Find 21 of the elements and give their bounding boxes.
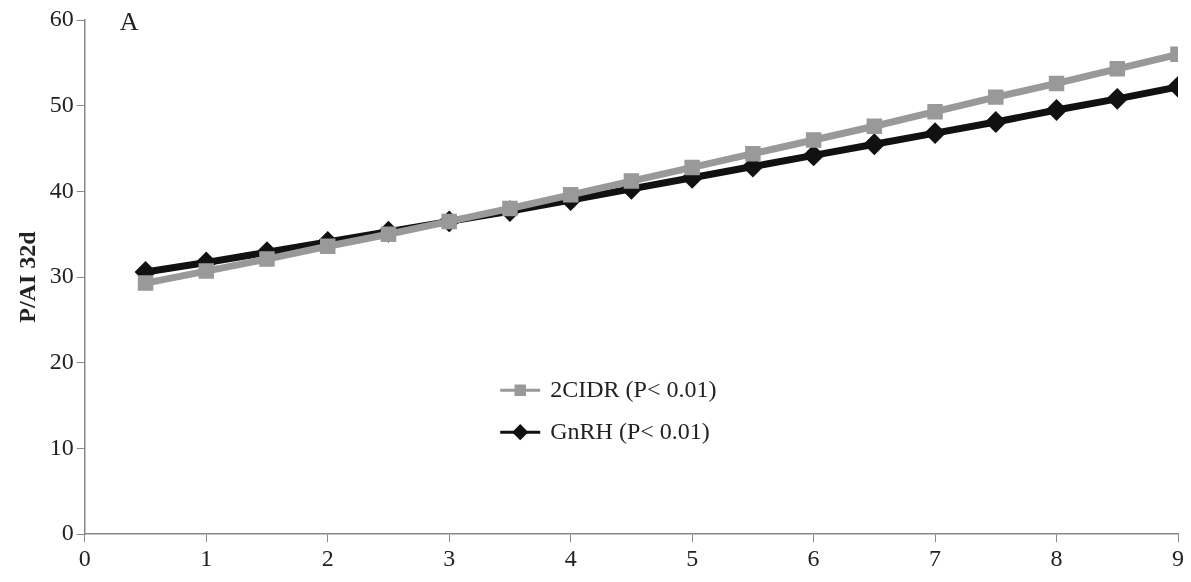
- y-tick-label: 50: [49, 91, 74, 117]
- y-tick-label: 10: [49, 433, 74, 460]
- x-tick-label: 9: [1172, 544, 1184, 571]
- y-tick-label: 60: [49, 5, 74, 32]
- x-tick-label: 5: [686, 544, 699, 571]
- legend-label: GnRH (P< 0.01): [550, 417, 710, 444]
- y-tick-label: 30: [49, 262, 74, 289]
- y-tick-label: 0: [61, 519, 74, 546]
- x-tick-label: 8: [1050, 544, 1063, 571]
- x-tick-label: 6: [807, 544, 820, 571]
- x-tick-label: 7: [929, 544, 942, 571]
- x-tick-label: 4: [564, 544, 577, 571]
- annotation: A: [119, 6, 139, 36]
- y-tick-label: 40: [49, 176, 74, 203]
- x-tick-label: 3: [443, 544, 456, 571]
- y-axis-title: P/AI 32d: [13, 230, 40, 323]
- x-tick-label: 2: [321, 544, 334, 571]
- legend-label: 2CIDR (P< 0.01): [550, 375, 717, 402]
- x-tick-label: 0: [78, 544, 91, 571]
- x-tick-label: 1: [200, 544, 213, 571]
- y-tick-label: 20: [49, 348, 74, 375]
